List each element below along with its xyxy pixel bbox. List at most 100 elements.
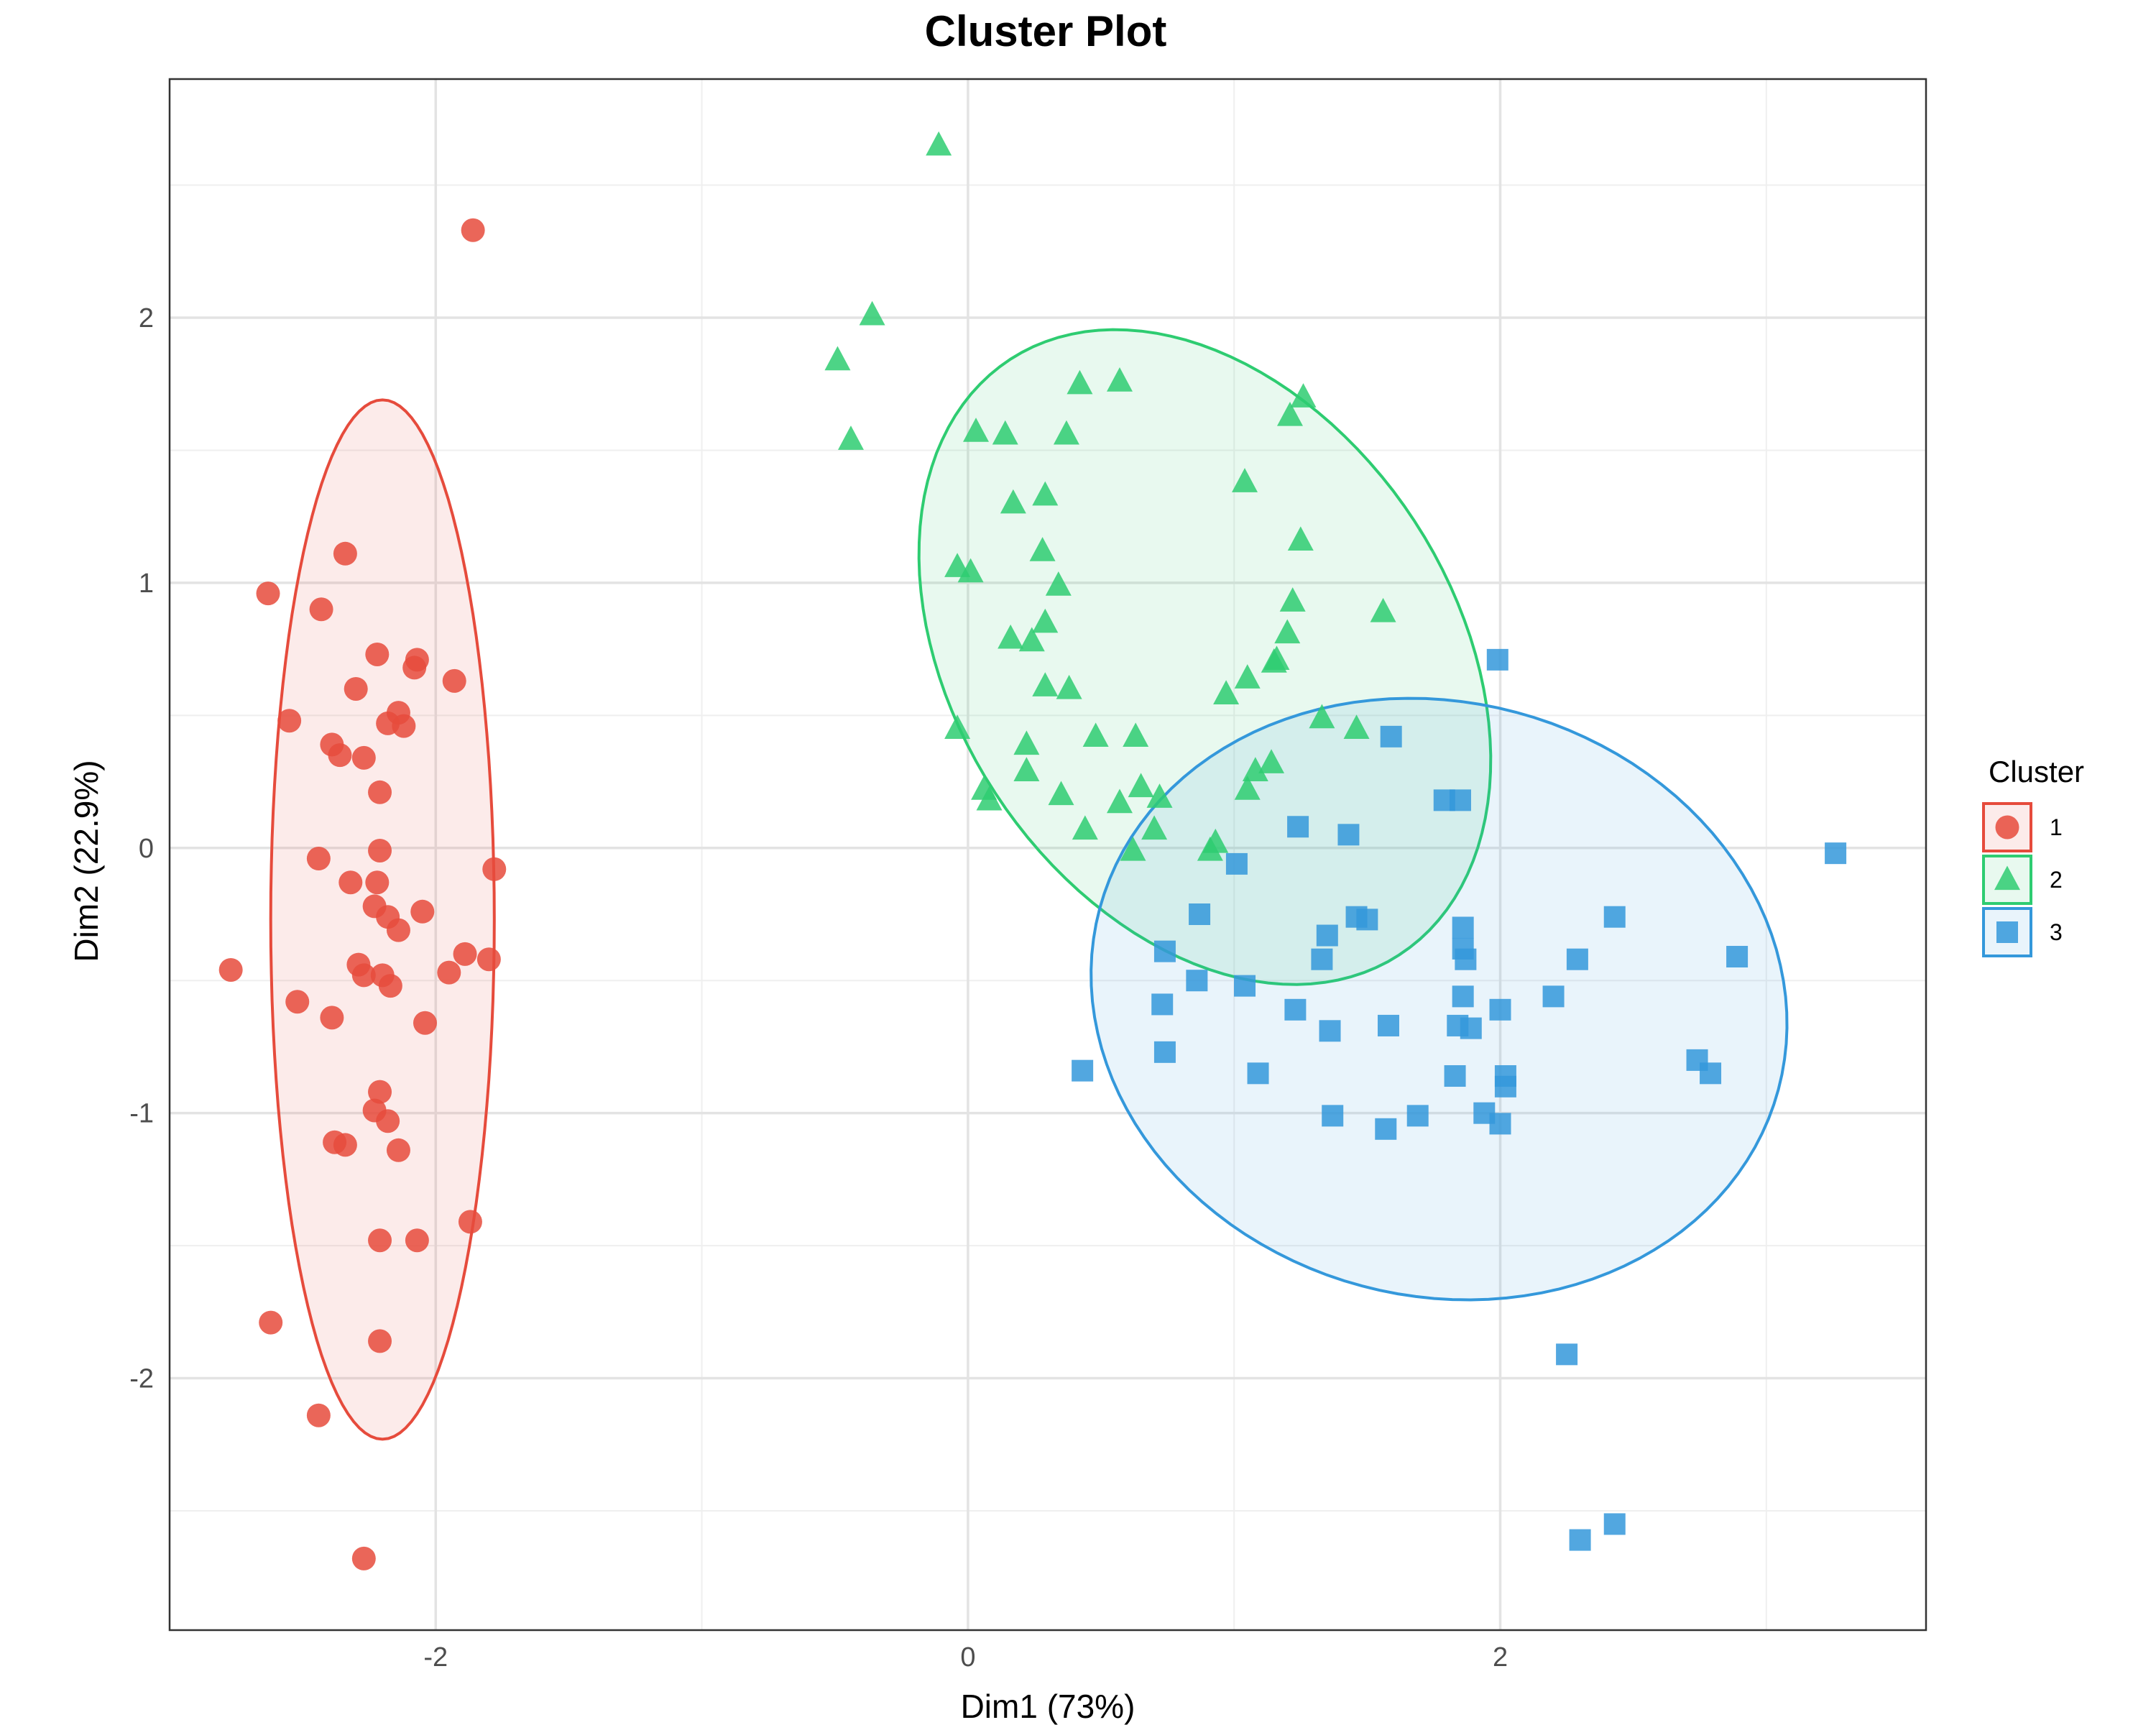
cluster-1-point [376, 711, 400, 735]
cluster-2-point [1232, 468, 1258, 492]
cluster-3-point [1337, 824, 1360, 846]
cluster-1-point [277, 709, 302, 733]
legend-marker-1 [1995, 815, 2019, 840]
y-tick-label: 1 [139, 569, 154, 599]
cluster-2-point [1000, 489, 1026, 514]
cluster-2-point [859, 300, 885, 326]
cluster-2-point [1018, 627, 1045, 652]
cluster-3-point [1452, 916, 1474, 939]
cluster-2-point [1242, 757, 1268, 781]
cluster-3-point [1316, 924, 1338, 947]
cluster-2-point [1290, 383, 1317, 408]
cluster-1-point [368, 780, 392, 804]
cluster-2-point [1013, 730, 1040, 755]
legend-label-2: 2 [2050, 867, 2063, 893]
cluster-1-point [309, 597, 333, 622]
grid-lines [169, 79, 1926, 1630]
cluster-2-point [1013, 757, 1040, 781]
cluster-2-point [1274, 619, 1301, 644]
cluster-3-point [1726, 946, 1749, 968]
y-tick-label: 2 [139, 303, 154, 334]
cluster-1-point [351, 1546, 376, 1570]
cluster-ellipses [269, 328, 1789, 1441]
cluster-3-point [1489, 1113, 1511, 1135]
cluster-2-point [1263, 645, 1290, 671]
chart-title: Cluster Plot [925, 7, 1167, 55]
cluster-2-point [1213, 680, 1240, 704]
cluster-2-point [998, 624, 1024, 649]
cluster-3-point [1444, 1065, 1466, 1087]
y-axis-title: Dim2 (22.9%) [68, 760, 105, 962]
cluster-1-point [386, 1138, 410, 1162]
cluster-1-point [458, 1210, 482, 1234]
cluster-2-point [1082, 722, 1109, 748]
cluster-3-point [1153, 1041, 1176, 1063]
cluster-3-point [1569, 1529, 1591, 1551]
cluster-2-point [837, 426, 864, 450]
cluster-2-point [1048, 781, 1074, 806]
cluster-1-point [405, 1228, 429, 1253]
cluster-2-point [1128, 773, 1154, 798]
cluster-1-point [328, 743, 352, 768]
legend-marker-2 [1994, 865, 2020, 891]
legend: Cluster 1 2 3 [1982, 755, 2084, 957]
cluster-2-point [1234, 776, 1261, 800]
cluster-2-point [1279, 587, 1306, 612]
cluster-3-point [1377, 1014, 1399, 1036]
cluster-1-point [320, 1006, 344, 1030]
cluster-3-point [1189, 903, 1211, 925]
cluster-3-point [1566, 948, 1588, 970]
cluster-3-point [1406, 1105, 1429, 1127]
cluster-2-point [1343, 714, 1370, 739]
plot-panel-border [168, 78, 1927, 1632]
cluster-1-point [333, 541, 357, 566]
tick-labels: -2 0 2 -2 -1 0 1 2 [129, 303, 1508, 1673]
legend-label-3: 3 [2050, 919, 2063, 945]
cluster-1-point [368, 838, 392, 862]
cluster-1-point [413, 1011, 437, 1035]
cluster-1-point [351, 963, 376, 988]
cluster-2-point [1146, 783, 1173, 808]
cluster-3-point [1319, 1020, 1341, 1042]
cluster-2-point [944, 714, 971, 739]
data-points [218, 131, 1847, 1570]
cluster-3-point [1603, 906, 1626, 928]
y-tick-label: 0 [139, 834, 154, 864]
cluster-2-point [1370, 597, 1396, 622]
x-tick-label: 2 [1493, 1642, 1508, 1673]
legend-marker-3 [1996, 921, 2018, 943]
cluster-3-point [1825, 842, 1847, 865]
cluster-3-point [1380, 725, 1402, 748]
cluster-2-point [1032, 608, 1059, 633]
cluster-1-point [365, 870, 390, 895]
x-axis-title: Dim1 (73%) [961, 1688, 1135, 1725]
cluster-2-point [1276, 401, 1303, 426]
cluster-2-point [963, 418, 990, 442]
cluster-1-point [351, 745, 376, 770]
cluster-3-point [1556, 1343, 1578, 1366]
cluster-1-point [368, 1080, 392, 1104]
cluster-3-point [1489, 998, 1511, 1021]
y-tick-label: -2 [129, 1364, 154, 1394]
cluster-1-point [442, 668, 466, 693]
cluster-3-point [1072, 1059, 1094, 1082]
cluster-2-ellipse [917, 328, 1493, 986]
cluster-1-point [368, 1329, 392, 1353]
cluster-2-point [1072, 815, 1098, 840]
cluster-2-point [1106, 788, 1133, 814]
cluster-1-point [259, 1310, 283, 1335]
y-tick-label: -1 [129, 1099, 154, 1129]
cluster-1-point [285, 990, 310, 1014]
cluster-1-point [306, 1403, 331, 1427]
x-tick-label: 0 [960, 1642, 975, 1673]
cluster-1-point [378, 974, 402, 998]
cluster-3-point [1186, 970, 1208, 992]
cluster-3-point [1311, 948, 1333, 970]
cluster-3-point [1486, 648, 1508, 671]
cluster-2-point [1234, 664, 1261, 689]
cluster-1-point [402, 656, 427, 680]
cluster-2-point [1123, 722, 1149, 748]
cluster-1-point [410, 899, 435, 924]
